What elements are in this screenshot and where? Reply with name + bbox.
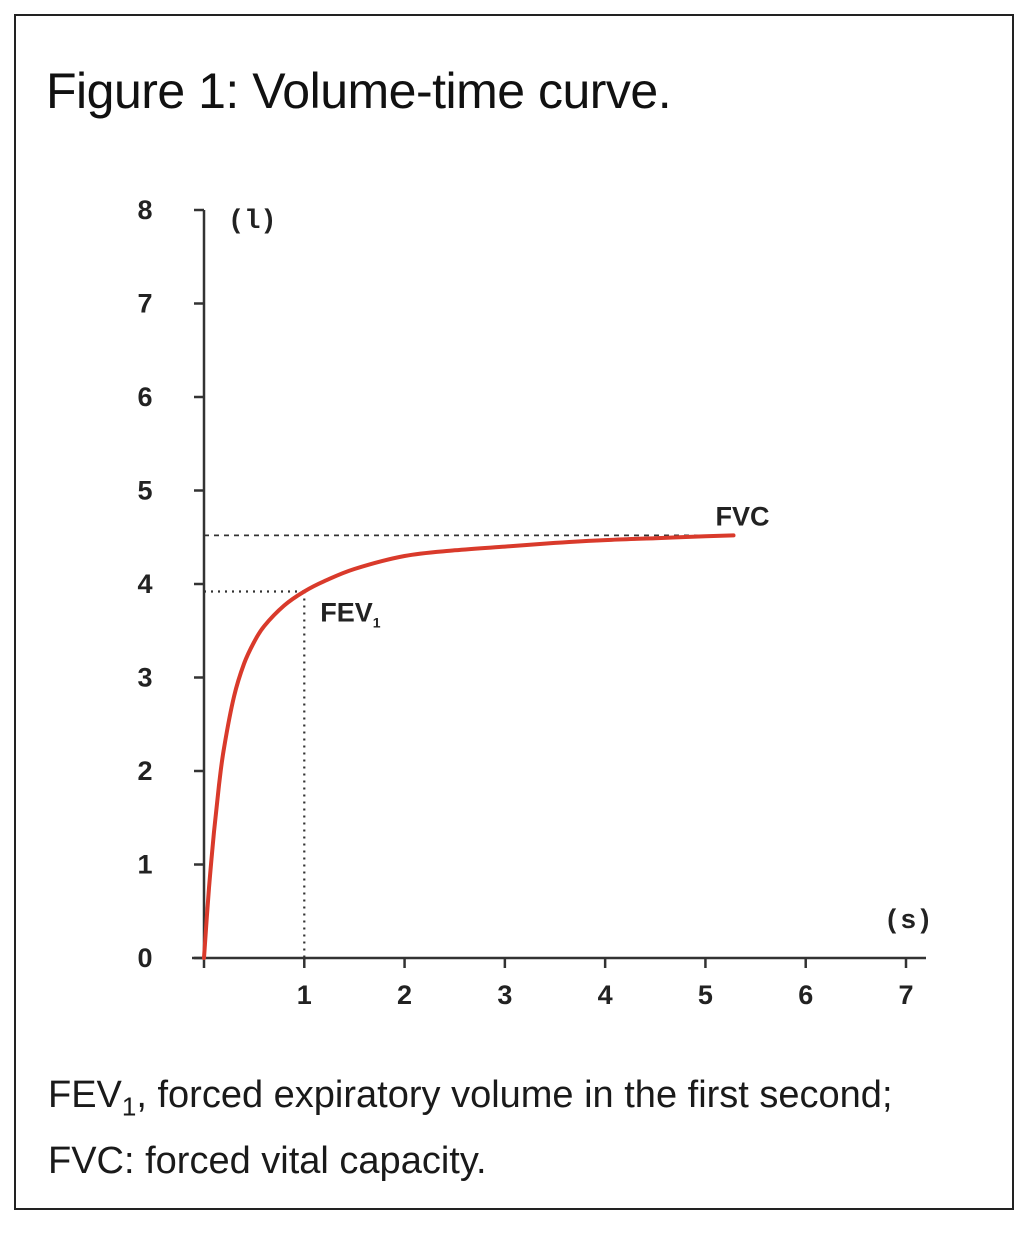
y-tick-label: 0	[137, 943, 152, 973]
x-tick-label: 4	[598, 980, 613, 1010]
x-tick-label: 7	[898, 980, 913, 1010]
y-tick-label: 5	[137, 476, 152, 506]
x-tick-label: 1	[297, 980, 312, 1010]
x-tick-label: 3	[497, 980, 512, 1010]
x-tick-label: 5	[698, 980, 713, 1010]
caption-fev-definition: , forced expiratory volume in the first …	[136, 1074, 893, 1116]
chart-series	[202, 533, 736, 960]
y-axis-unit-label: (l)	[228, 207, 277, 237]
volume-time-chart: 0 1 2 3 4 5 6 7 8 1 2 3 4 5 6 7 (l) (s) FEV1 FVC	[137, 195, 932, 1010]
volume-time-curve	[202, 533, 736, 960]
figure-frame	[14, 14, 1014, 1210]
chart-axes	[192, 208, 926, 968]
y-tick-label: 8	[137, 195, 152, 225]
y-tick-label: 3	[137, 663, 152, 693]
y-tick-label: 2	[137, 756, 152, 786]
y-tick-label: 7	[137, 289, 152, 319]
x-tick-label: 6	[798, 980, 813, 1010]
caption-fev-subscript: 1	[121, 1091, 137, 1122]
y-tick-label: 1	[137, 850, 152, 880]
fev1-annotation-subscript: 1	[373, 614, 381, 630]
fev1-annotation: FEV1	[320, 597, 381, 630]
y-tick-label: 6	[137, 382, 152, 412]
fvc-annotation: FVC	[716, 501, 770, 531]
caption-fev-abbrev: FEV	[48, 1074, 122, 1116]
reference-lines	[204, 534, 734, 958]
x-axis-unit-label: (s)	[884, 907, 933, 937]
caption-line-1: FEV1, forced expiratory volume in the fi…	[48, 1074, 998, 1123]
chart-labels: 0 1 2 3 4 5 6 7 8 1 2 3 4 5 6 7 (l) (s) FEV1 FVC	[137, 195, 932, 1010]
figure-title: Figure 1: Volume-time curve.	[46, 63, 672, 119]
x-tick-label: 2	[397, 980, 412, 1010]
y-tick-label: 4	[137, 569, 152, 599]
caption-line-2: FVC: forced vital capacity.	[48, 1140, 487, 1182]
